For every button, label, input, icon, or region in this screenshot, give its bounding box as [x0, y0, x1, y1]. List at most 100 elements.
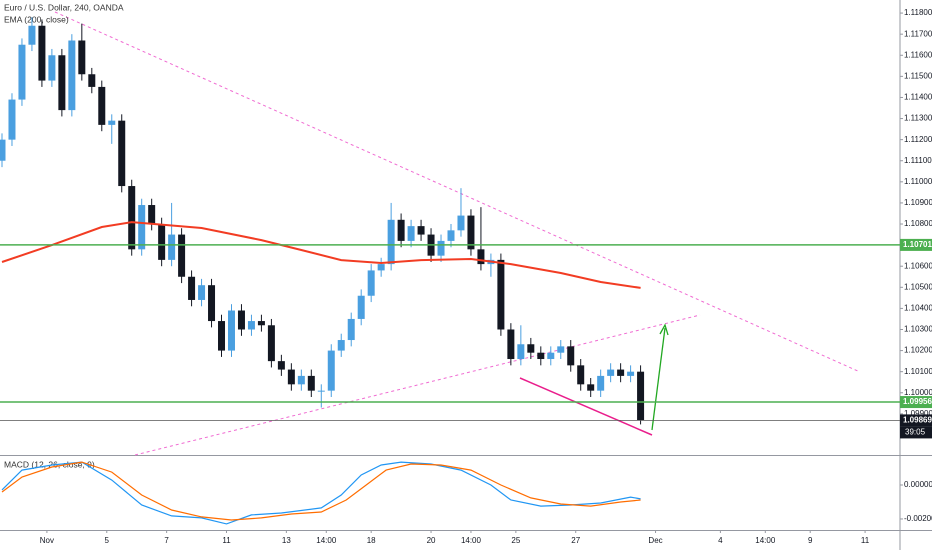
y-tick-label: 1.10800	[904, 219, 932, 228]
price-tag-label: 1.09956	[903, 397, 932, 406]
price-tag	[900, 238, 932, 251]
candle-body	[247, 321, 255, 330]
y-tick-label: 1.11200	[904, 135, 932, 144]
x-tick-label: 13	[282, 536, 291, 545]
y-tick-label: 1.11800	[904, 8, 932, 17]
candle-body	[88, 74, 96, 87]
candle-body	[607, 369, 615, 376]
x-tick-label: Nov	[40, 536, 54, 545]
y-tick-label: -0.00200	[904, 514, 932, 523]
candle-body	[227, 310, 235, 351]
y-tick-label: 0.00000	[904, 480, 932, 489]
y-tick-label: 1.09900	[904, 409, 932, 418]
y-tick-label: 1.10000	[904, 388, 932, 397]
x-tick-label: 4	[718, 536, 723, 545]
x-tick-label: 11	[222, 536, 231, 545]
candle-body	[237, 310, 245, 330]
x-tick-label: 11	[861, 536, 870, 545]
candle-body	[457, 215, 465, 231]
candle-body	[58, 55, 66, 111]
candle-body	[8, 99, 16, 140]
y-tick-label: 1.11100	[904, 156, 932, 165]
candle-body	[297, 375, 305, 385]
x-tick-label: 20	[427, 536, 436, 545]
candle-body	[168, 234, 176, 260]
candle-body	[337, 340, 345, 351]
candle-body	[267, 325, 275, 362]
candle-body	[617, 369, 625, 376]
candle-body	[178, 234, 186, 277]
y-tick-label: 1.10400	[904, 304, 932, 313]
candle-body	[547, 352, 555, 360]
candle-body	[437, 240, 445, 256]
trendline	[519, 377, 653, 436]
candle-body	[557, 346, 565, 353]
candle-body	[587, 384, 595, 391]
candle-body	[387, 219, 395, 265]
candle-body	[527, 344, 535, 353]
candle-body	[78, 40, 86, 75]
arrow	[651, 327, 666, 431]
candle-body	[208, 285, 216, 322]
y-tick-label: 1.11500	[904, 71, 932, 80]
candle-body	[148, 205, 156, 225]
candle-body	[18, 44, 26, 100]
candle-body	[417, 226, 425, 235]
countdown-box	[900, 426, 932, 439]
candle-body	[48, 55, 56, 81]
candle-body	[367, 270, 375, 296]
candle-body	[517, 344, 525, 360]
candle-body	[277, 361, 285, 370]
indicator-label: EMA (200, close)	[4, 14, 69, 24]
candle-body	[38, 25, 46, 81]
candle-body	[138, 205, 146, 250]
arrow-head	[659, 323, 669, 336]
price-tag	[900, 414, 932, 427]
y-tick-label: 1.11400	[904, 93, 932, 102]
y-tick-label: 1.10200	[904, 346, 932, 355]
candle-body	[0, 139, 6, 161]
candle-body	[327, 350, 335, 391]
candle-body	[597, 375, 605, 391]
candle-body	[397, 219, 405, 241]
indicator-line	[1, 461, 641, 521]
y-tick-label: 1.11300	[904, 114, 932, 123]
indicator-line	[1, 461, 641, 525]
candle-body	[507, 329, 515, 360]
trendline	[134, 314, 701, 456]
candle-body	[287, 369, 295, 385]
countdown: 39:05	[905, 428, 926, 437]
candle-body	[577, 365, 585, 385]
x-tick-label: 25	[511, 536, 520, 545]
candle-body	[257, 321, 265, 326]
trendline	[54, 11, 861, 373]
candle-body	[497, 259, 505, 330]
candle-body	[128, 186, 136, 250]
x-tick-label: 14:00	[461, 536, 482, 545]
candle-body	[357, 295, 365, 319]
y-tick-label: 1.10500	[904, 282, 932, 291]
candle-body	[198, 285, 206, 300]
candle-body	[158, 224, 166, 260]
candle-body	[637, 371, 645, 421]
x-tick-label: 14:00	[755, 536, 776, 545]
chart-title: Euro / U.S. Dollar, 240, OANDA	[4, 2, 124, 12]
candle-body	[477, 249, 485, 265]
y-tick-label: 1.11000	[904, 177, 932, 186]
candle-body	[118, 120, 126, 187]
x-tick-label: 27	[571, 536, 580, 545]
x-tick-label: 9	[808, 536, 813, 545]
x-tick-label: 18	[367, 536, 376, 545]
candle-body	[567, 346, 575, 366]
candle-body	[68, 40, 76, 111]
y-tick-label: 1.10300	[904, 325, 932, 334]
y-tick-label: 1.10100	[904, 367, 932, 376]
y-tick-label: 1.10900	[904, 198, 932, 207]
candle-body	[447, 230, 455, 241]
candle-body	[188, 276, 196, 300]
x-tick-label: 5	[105, 536, 110, 545]
price-tag	[900, 396, 932, 409]
candle-body	[407, 226, 415, 241]
